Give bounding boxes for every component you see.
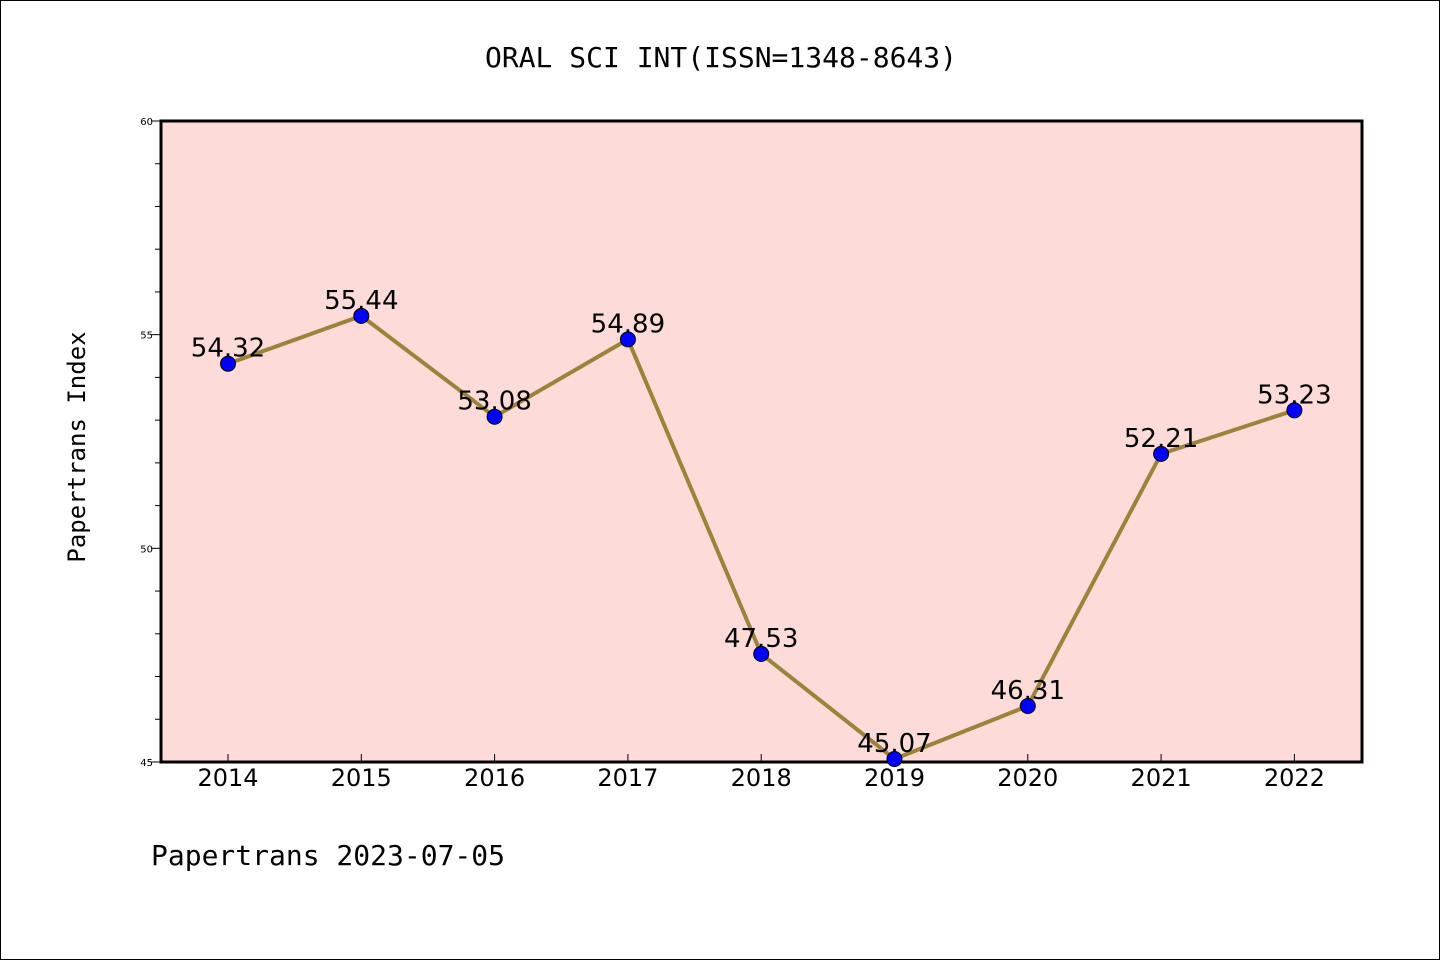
y-axis-label: Papertrans Index: [63, 331, 91, 562]
data-label: 55.44: [324, 286, 398, 316]
chart-title: ORAL SCI INT(ISSN=1348-8643): [485, 41, 957, 74]
x-tick-label: 2019: [864, 764, 925, 792]
x-tick-label: 2022: [1264, 764, 1325, 792]
data-point: [1019, 698, 1036, 715]
x-tick-label: 2018: [731, 764, 792, 792]
y-tick-label: 50: [140, 544, 153, 555]
data-point: [220, 355, 236, 372]
y-axis-ticks: 45 50 55 60: [140, 117, 161, 769]
data-point: [619, 331, 636, 348]
footer-caption: Papertrans 2023-07-05: [151, 839, 505, 872]
data-label: 53.08: [457, 387, 531, 417]
x-tick-label: 2016: [464, 764, 525, 792]
data-label: 46.31: [991, 676, 1065, 706]
x-axis-ticks: 2014 2015 2016 2017 2018 2019 2020 2021 2022: [197, 754, 1325, 792]
y-tick-label: 60: [140, 117, 153, 128]
data-point: [353, 307, 370, 324]
data-labels-group: 54.32 55.44 53.08 54.89 47.53 45.07 46.31 52.21…: [191, 286, 1332, 759]
x-tick-label: 2017: [597, 764, 658, 792]
data-point: [753, 645, 770, 662]
x-tick-label: 2014: [197, 764, 258, 792]
data-label: 45.07: [857, 729, 931, 759]
x-tick-label: 2021: [1131, 764, 1192, 792]
data-point: [1153, 445, 1170, 462]
data-point: [886, 751, 903, 768]
data-label: 53.23: [1257, 380, 1331, 410]
x-tick-label: 2020: [997, 764, 1058, 792]
data-label: 54.32: [191, 334, 265, 364]
data-label: 54.89: [591, 309, 665, 339]
x-tick-label: 2015: [331, 764, 392, 792]
y-tick-label: 55: [140, 331, 153, 342]
data-point: [486, 408, 503, 425]
data-label: 52.21: [1124, 424, 1198, 454]
series-group: [220, 307, 1303, 768]
data-label: 47.53: [724, 624, 798, 654]
data-point: [1286, 402, 1303, 419]
y-tick-label: 45: [140, 758, 153, 769]
